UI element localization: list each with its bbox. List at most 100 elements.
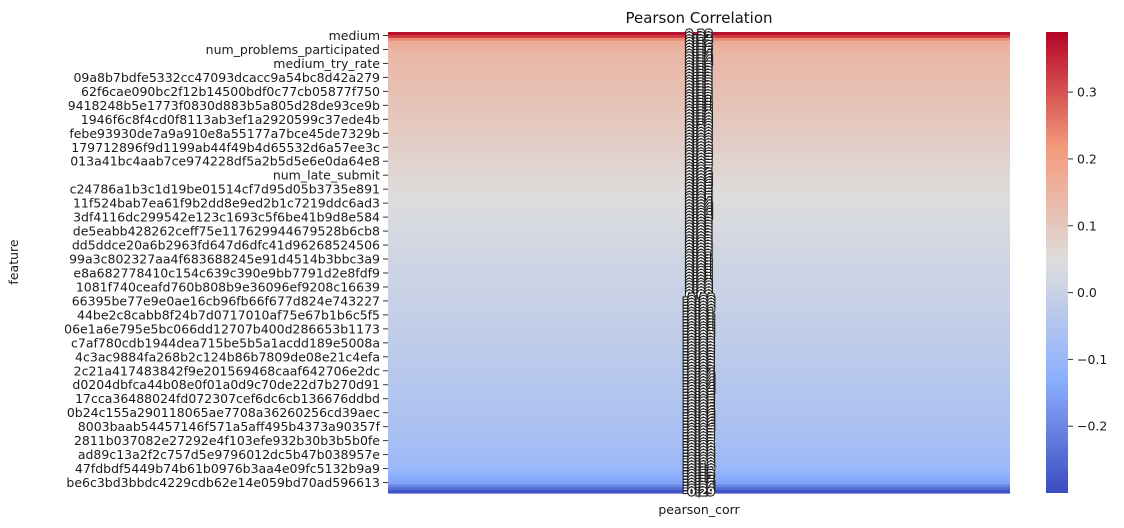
cell-annotation: 0.02: [685, 239, 712, 252]
heatmap-cell: [388, 69, 1010, 74]
heatmap-cell: [388, 153, 1010, 158]
heatmap-cell: [388, 298, 1010, 303]
heatmap-cell: [388, 130, 1010, 135]
heatmap-cell: [388, 243, 1010, 248]
cell-annotation: 0.06: [685, 172, 712, 185]
cell-annotation: 0.03: [685, 225, 712, 238]
cell-annotation: 0.02: [685, 248, 712, 261]
heatmap-cell: [388, 490, 1010, 494]
heatmap-cell: [388, 446, 1010, 451]
cell-annotation: 0.07: [685, 164, 712, 177]
colorbar-tick-label: 0.0: [1077, 285, 1097, 300]
heatmap-cell: [388, 426, 1010, 430]
cell-annotation: -0.06: [683, 410, 715, 423]
cell-annotation: 0.04: [685, 199, 712, 212]
heatmap-cell: [388, 66, 1010, 71]
cell-annotation: -0.01: [683, 306, 715, 319]
heatmap-cell: [388, 223, 1010, 227]
y-tick-label: num_late_submit: [273, 168, 380, 183]
y-tick-label: 4c3ac9884fa268b2c124b86b7809de08e21c4efa: [75, 349, 380, 364]
y-tick-label: 11f524bab7ea61f9b2dd8e9ed2b1c7219ddc6ad3: [73, 196, 380, 211]
cell-annotation: 0.01: [685, 274, 712, 287]
heatmap-cell: [388, 261, 1010, 265]
cell-annotation: 0.09: [685, 129, 712, 142]
heatmap-cell: [388, 388, 1010, 393]
cell-annotation: 0.12: [685, 88, 712, 101]
y-tick-label: 09a8b7bdfe5332cc47093dcacc9a54bc8d42a279: [73, 70, 380, 85]
cell-annotation: 0.07: [685, 152, 712, 165]
y-tick-label: e8a682778410c154c639c390e9bb7791d2e8fdf9: [73, 265, 380, 280]
cell-annotation: -0.01: [683, 323, 715, 336]
heatmap-cell: [388, 397, 1010, 401]
cell-annotation: 0.03: [685, 228, 712, 241]
row-tick-labels: mediumnum_problems_participatedmedium_tr…: [64, 28, 388, 490]
cell-annotation: 0.03: [685, 216, 712, 229]
cell-annotation: -0.12: [683, 468, 715, 481]
cell-annotation: -0.00: [683, 291, 715, 304]
cell-annotation: -0.03: [683, 358, 715, 371]
cell-annotation: 0.00: [685, 280, 712, 293]
heatmap-cell: [388, 49, 1010, 53]
cell-annotation: -0.04: [683, 381, 715, 394]
cell-annotation: -0.10: [683, 462, 715, 475]
cell-annotation: 0.01: [685, 257, 712, 270]
heatmap-cell: [388, 408, 1010, 413]
heatmap-cell: [388, 98, 1010, 103]
heatmap-cell: [388, 371, 1010, 375]
y-tick-label: medium: [329, 28, 380, 43]
cell-annotation: -0.01: [683, 312, 715, 325]
y-tick-label: c24786a1b3c1d19be01514cf7d95d05b3735e891: [70, 182, 380, 197]
heatmap-cell: [388, 139, 1010, 143]
heatmap-cell: [388, 200, 1010, 204]
heatmap-cell: [388, 75, 1010, 79]
cell-annotation: 0.16: [685, 39, 712, 52]
cell-annotation: -0.02: [683, 332, 715, 345]
heatmap-cell: [388, 359, 1010, 364]
cell-annotation: 0.11: [685, 100, 712, 113]
cell-annotation: 0.01: [685, 251, 712, 264]
cell-annotation: -0.07: [683, 436, 715, 449]
cell-annotation: -0.00: [683, 294, 715, 307]
cell-annotation: 0.15: [685, 45, 712, 58]
heatmap-cell: [388, 284, 1010, 288]
heatmap-cell: [388, 403, 1010, 407]
heatmap-cell: [388, 362, 1010, 367]
cell-annotation: -0.01: [683, 314, 715, 327]
cell-annotation: 0.13: [685, 59, 712, 72]
cell-annotation: -0.06: [683, 407, 715, 420]
heatmap-cell: [388, 58, 1010, 62]
heatmap-cell: [388, 385, 1010, 390]
cell-annotation: -0.24: [683, 483, 715, 496]
heatmap-cell: [388, 406, 1010, 410]
cell-annotation: -0.03: [683, 361, 715, 374]
heatmap-cell: [388, 348, 1010, 352]
colorbar-tick-label: −0.1: [1077, 352, 1107, 367]
heatmap-cell: [388, 356, 1010, 361]
heatmap-cell: [388, 339, 1010, 343]
heatmap-cell: [388, 429, 1010, 433]
cell-annotation: 0.11: [685, 94, 712, 107]
cell-annotation: -0.06: [683, 416, 715, 429]
cell-annotation: -0.02: [683, 338, 715, 351]
y-tick-label: 0b24c155a290118065ae7708a36260256cd39aec: [67, 405, 380, 420]
heatmap-cell: [388, 229, 1010, 233]
cell-annotation: 0.13: [685, 77, 712, 90]
heatmap-cell: [388, 368, 1010, 372]
heatmap-cell: [388, 121, 1010, 126]
heatmap-cell: [388, 379, 1010, 384]
cell-annotation: -0.06: [683, 422, 715, 435]
heatmap-cell: [388, 287, 1010, 291]
cell-annotation: 0.00: [685, 288, 712, 301]
heatmap-cell: [388, 464, 1010, 468]
cell-annotation: 0.13: [685, 74, 712, 87]
heatmap-cell: [388, 290, 1010, 294]
heatmap-cell: [388, 226, 1010, 230]
cell-annotation: -0.04: [683, 378, 715, 391]
cell-annotation: 0.06: [685, 170, 712, 183]
cell-annotation: 0.13: [685, 62, 712, 75]
x-tick-label: pearson_corr: [658, 502, 740, 517]
y-tick-label: be6c3bd3bbdc4229cdb62e14e059bd70ad596613: [66, 475, 380, 490]
y-tick-label: 62f6cae090bc2f12b14500bdf0c77cb05877f750: [81, 84, 380, 99]
heatmap-cell: [388, 437, 1010, 442]
cell-annotation: 0.17: [685, 36, 712, 49]
